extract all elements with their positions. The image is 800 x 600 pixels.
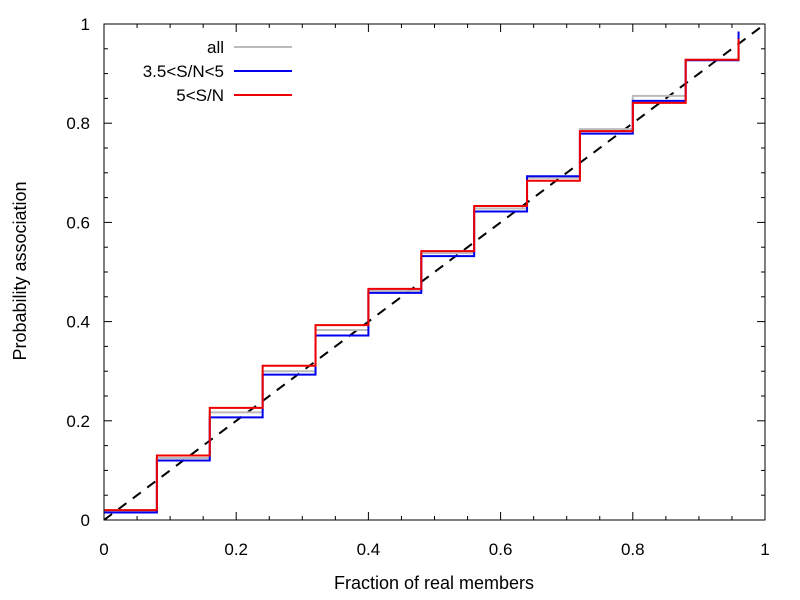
tick-labels-layer: 0 0.2 0.4 0.6 0.8 1 0 0.2 0.4 0.6 0.8 1	[66, 15, 769, 559]
x-tick-label: 0.6	[489, 540, 513, 559]
legend-label-1: 3.5<S/N<5	[143, 62, 224, 81]
y-tick-label: 0	[81, 511, 90, 530]
x-tick-label: 0.8	[621, 540, 645, 559]
legend-label-0: all	[207, 38, 224, 57]
plot-frame	[103, 23, 766, 521]
y-axis-title: Probability association	[10, 181, 30, 360]
plot-frame-layer	[103, 23, 766, 521]
x-axis-title: Fraction of real members	[334, 573, 534, 593]
series-line-2	[104, 38, 740, 512]
y-tick-label: 0.2	[66, 412, 90, 431]
x-tick-label: 1	[760, 540, 769, 559]
legend-label-2: 5<S/N	[176, 86, 224, 105]
y-tick-label: 0.4	[66, 313, 90, 332]
y-tick-label: 0.6	[66, 213, 90, 232]
y-tick-label: 1	[81, 15, 90, 34]
x-tick-label: 0	[99, 540, 108, 559]
x-tick-label: 0.4	[357, 540, 381, 559]
x-tick-label: 0.2	[224, 540, 248, 559]
series-layer	[103, 23, 766, 521]
legend: all 3.5<S/N<5 5<S/N	[143, 38, 292, 105]
reference-diagonal-line	[103, 23, 766, 521]
y-tick-label: 0.8	[66, 114, 90, 133]
